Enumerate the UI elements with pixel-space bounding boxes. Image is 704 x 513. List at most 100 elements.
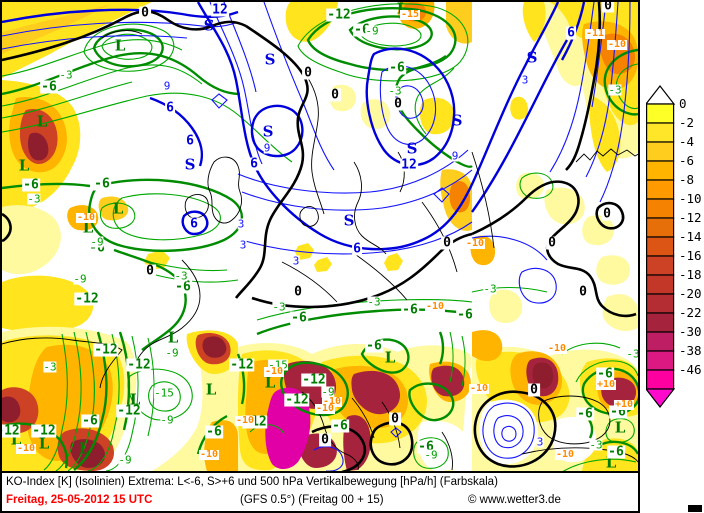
map-label: -10: [606, 39, 628, 50]
green-thin-contours: [2, 3, 638, 471]
map-label: -12: [2, 424, 21, 438]
colorbar-cell: [646, 331, 675, 352]
map-label: -12: [229, 357, 255, 373]
colorbar-cell: [646, 160, 675, 181]
map-label: 0: [601, 206, 613, 222]
map-label: -6: [456, 307, 474, 323]
map-label: -6: [365, 338, 383, 354]
map-label: 0: [389, 411, 401, 427]
map-label: -6: [331, 418, 349, 434]
map-label: -15: [154, 386, 174, 400]
map-label: -6: [388, 60, 406, 76]
map-label: -3: [589, 438, 603, 452]
colorbar-label: -2: [679, 115, 694, 130]
colorbar-cell: [646, 312, 675, 333]
map-label: 3: [536, 435, 544, 449]
map-label: -15: [399, 9, 421, 20]
map-label: -10: [554, 449, 576, 460]
map-label: 9: [451, 149, 459, 163]
map-label: 0: [546, 235, 558, 251]
map-label: -6: [93, 176, 111, 192]
map-label: -12: [31, 423, 57, 439]
map-label: L: [167, 328, 179, 347]
colorbar-cell: [646, 350, 675, 371]
colorbar-label: -20: [679, 286, 702, 301]
colorbar-label: -14: [679, 229, 702, 244]
colorbar-cell: [646, 293, 675, 314]
caption-credit-link[interactable]: © www.wetter3.de: [468, 494, 561, 506]
map-label: 6: [185, 133, 195, 149]
map-label: S: [343, 211, 355, 230]
map-area: 0 0 0 0 0 0 0 0 0 0 0 0 0 0 S S S S S S S S 12 6 6 6 6 12 6 6 9 9 9 3 3 3 3 3…: [0, 0, 640, 473]
colorbar-label: -8: [679, 172, 694, 187]
map-label: 0: [577, 284, 589, 300]
map-label: L: [36, 112, 48, 131]
map-label: -9: [424, 448, 438, 462]
map-label: L: [205, 380, 217, 399]
map-label: L: [605, 453, 617, 472]
colorbar: 0 -2 -4 -6 -8 -10 -12 -14 -16 -18 -20 -22 -30 -38 -46: [646, 85, 702, 408]
map-label: -3: [272, 300, 286, 314]
map-label: -3: [367, 295, 381, 309]
map-label: L: [18, 156, 30, 175]
map-label: -12: [301, 372, 327, 388]
map-label: -9: [365, 24, 379, 38]
colorbar-cell: [646, 274, 675, 295]
map-label: -10: [314, 403, 336, 414]
map-label: 3: [239, 238, 247, 252]
map-label: 12: [211, 2, 229, 18]
colorbar-label: -46: [679, 362, 702, 377]
colorbar-label: -18: [679, 267, 702, 282]
map-label: -15: [268, 358, 288, 372]
map-label: -9: [73, 272, 87, 286]
map-label: -10: [468, 383, 490, 394]
map-label: -9: [165, 346, 179, 360]
map-label: 3: [292, 254, 300, 268]
map-label: -12: [126, 357, 152, 373]
map-label-layer: 0 0 0 0 0 0 0 0 0 0 0 0 0 0 S S S S S S S S 12 6 6 6 6 12 6 6 9 9 9 3 3 3 3 3…: [2, 2, 638, 471]
map-label: -3: [174, 269, 188, 283]
colorbar-label: 0: [679, 96, 687, 111]
map-label: 0: [144, 263, 156, 279]
colorbar-label: -10: [679, 191, 702, 206]
map-label: S: [264, 50, 276, 69]
map-label: -6: [205, 424, 223, 440]
map-label: -3: [626, 347, 640, 361]
map-label: 6: [189, 216, 199, 232]
map-label: -10: [321, 396, 343, 407]
colorbar-cell: [646, 179, 675, 200]
map-label: -12: [93, 342, 119, 358]
map-label: L: [112, 199, 124, 218]
caption-model-run: (GFS 0.5°) (Freitag 00 + 15): [240, 494, 384, 506]
map-label: -12: [326, 7, 352, 23]
map-label: 6: [566, 25, 576, 41]
map-label: S: [203, 16, 215, 35]
map-label: S: [526, 48, 538, 67]
map-label: -3: [27, 192, 41, 206]
colorbar-cell: [646, 141, 675, 162]
map-label: -3: [59, 68, 73, 82]
map-label: -6: [22, 177, 40, 193]
map-label: 0: [302, 65, 314, 81]
map-label: 9: [263, 141, 271, 155]
map-label: -6: [576, 406, 594, 422]
map-label: S: [451, 111, 463, 130]
map-label: 0: [602, 0, 614, 14]
map-label: 3: [521, 73, 529, 87]
map-label: -9: [160, 413, 174, 427]
map-label: L: [114, 36, 126, 55]
map-label: -10: [75, 212, 97, 223]
map-label: L: [264, 373, 276, 392]
corner-mark: [688, 505, 702, 512]
map-label: -3: [388, 84, 402, 98]
map-label: 0: [441, 235, 453, 251]
map-label: 0: [139, 5, 151, 21]
colorbar-arrow-up: [646, 85, 676, 105]
map-label: +10: [613, 399, 635, 410]
map-label: -10: [464, 238, 486, 249]
map-label: -9: [118, 453, 132, 467]
map-label: L: [10, 430, 22, 449]
map-label: 6: [249, 156, 259, 172]
map-label: -12: [284, 392, 310, 408]
